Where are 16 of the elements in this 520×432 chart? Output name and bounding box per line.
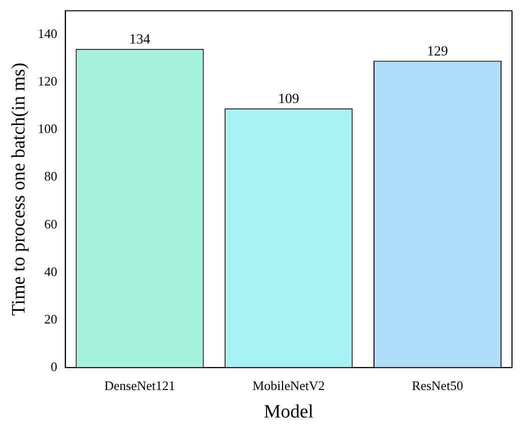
x-tick-label: DenseNet121 <box>104 378 176 393</box>
x-tick-label: ResNet50 <box>412 378 464 393</box>
y-tick-label: 80 <box>44 168 58 184</box>
data-label: 109 <box>278 92 300 107</box>
x-axis-title: Model <box>264 402 314 423</box>
y-tick-label: 140 <box>38 26 58 42</box>
y-tick-label: 100 <box>38 121 58 136</box>
data-label: 134 <box>129 32 150 48</box>
y-tick-label: 120 <box>38 74 58 89</box>
y-tick-label: 60 <box>44 216 58 232</box>
x-tick-label: MobileNetV2 <box>252 378 325 393</box>
y-tick-label: 40 <box>44 264 58 279</box>
data-label: 129 <box>427 44 448 60</box>
y-tick-label: 20 <box>44 311 58 326</box>
y-tick-label: 0 <box>50 359 58 374</box>
y-axis-title: Time to process one batch(in ms) <box>8 62 30 316</box>
